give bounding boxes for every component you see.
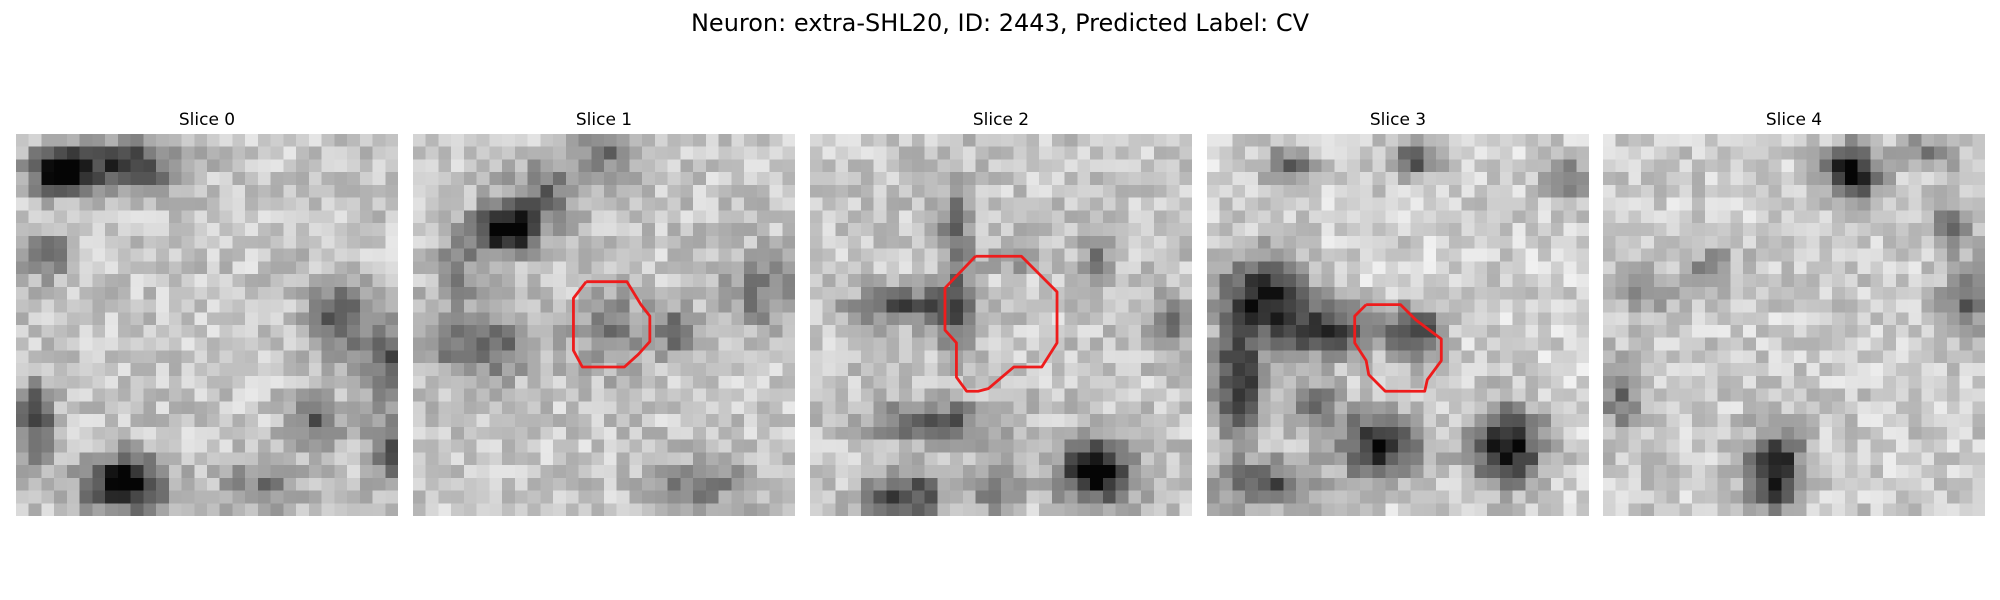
pixel-grid xyxy=(16,134,398,516)
slice-panel-3: Slice 3 xyxy=(1207,108,1589,518)
slice-image xyxy=(413,134,795,516)
slice-panel-0: Slice 0 xyxy=(16,108,398,518)
slice-title: Slice 1 xyxy=(575,110,633,130)
slice-title: Slice 2 xyxy=(972,110,1030,130)
slice-panel-4: Slice 4 xyxy=(1603,108,1985,518)
neuron-contour xyxy=(943,254,1059,393)
pixel-grid xyxy=(1603,134,1985,516)
pixel-grid xyxy=(810,134,1192,516)
neuron-contour xyxy=(572,280,652,369)
slice-image xyxy=(16,134,398,516)
slice-title: Slice 3 xyxy=(1369,110,1427,130)
slice-title: Slice 4 xyxy=(1765,110,1823,130)
slice-panel-1: Slice 1 xyxy=(413,108,795,518)
pixel-grid xyxy=(413,134,795,516)
pixel-grid xyxy=(1207,134,1589,516)
slice-image xyxy=(810,134,1192,516)
slice-image xyxy=(1207,134,1589,516)
slice-panel-2: Slice 2 xyxy=(810,108,1192,518)
slice-title: Slice 0 xyxy=(178,110,236,130)
figure-title: Neuron: extra-SHL20, ID: 2443, Predicted… xyxy=(690,9,1310,37)
slice-image xyxy=(1603,134,1985,516)
neuron-contour xyxy=(1353,303,1443,393)
